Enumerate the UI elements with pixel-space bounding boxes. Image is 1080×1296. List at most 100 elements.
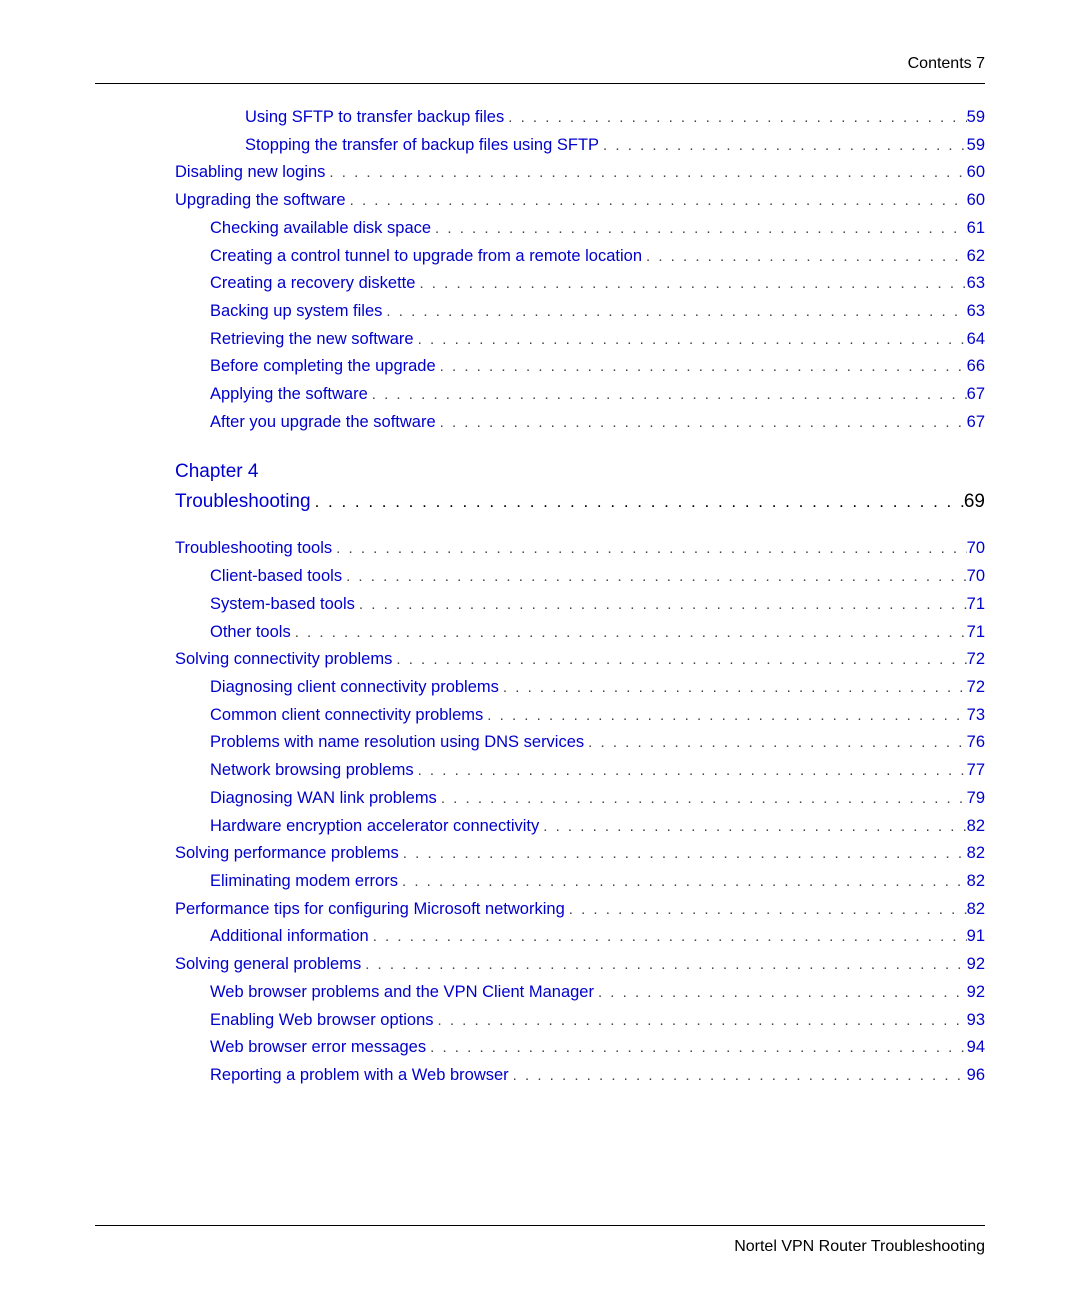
toc-entry-page[interactable]: 62 [967, 243, 985, 271]
footer-rule [95, 1225, 985, 1226]
toc-entry-title[interactable]: Performance tips for configuring Microso… [175, 896, 565, 924]
toc-entry-title[interactable]: Creating a recovery diskette [210, 270, 415, 298]
toc-entry: Solving performance problems 82 [95, 840, 985, 868]
toc-entry: Before completing the upgrade 66 [95, 353, 985, 381]
toc-entry-title[interactable]: Upgrading the software [175, 187, 346, 215]
toc-leader-dots [398, 869, 967, 894]
toc-entry: System-based tools 71 [95, 591, 985, 619]
toc-entry-page[interactable]: 72 [967, 674, 985, 702]
toc-entry: Creating a control tunnel to upgrade fro… [95, 243, 985, 271]
toc-entry-title[interactable]: Common client connectivity problems [210, 702, 483, 730]
toc-entry-title[interactable]: Solving general problems [175, 951, 361, 979]
toc-entry-title[interactable]: Stopping the transfer of backup files us… [245, 132, 599, 160]
table-of-contents: Using SFTP to transfer backup files 59 St… [95, 104, 985, 1090]
toc-entry-page[interactable]: 82 [967, 868, 985, 896]
toc-entry-page[interactable]: 92 [967, 951, 985, 979]
toc-entry: Troubleshooting tools 70 [95, 535, 985, 563]
toc-entry-title[interactable]: System-based tools [210, 591, 355, 619]
toc-entry-page[interactable]: 59 [967, 104, 985, 132]
toc-entry-title[interactable]: After you upgrade the software [210, 409, 436, 437]
toc-entry-page[interactable]: 92 [967, 979, 985, 1007]
toc-entry-page[interactable]: 96 [967, 1062, 985, 1090]
toc-entry-title[interactable]: Client-based tools [210, 563, 342, 591]
toc-entry-title[interactable]: Checking available disk space [210, 215, 431, 243]
toc-leader-dots [415, 271, 966, 296]
toc-entry: Hardware encryption accelerator connecti… [95, 813, 985, 841]
toc-entry-page[interactable]: 59 [967, 132, 985, 160]
toc-entry-title[interactable]: Reporting a problem with a Web browser [210, 1062, 509, 1090]
toc-entry-title[interactable]: Diagnosing client connectivity problems [210, 674, 499, 702]
header-rule [95, 83, 985, 84]
toc-entry: Upgrading the software 60 [95, 187, 985, 215]
toc-entry-page[interactable]: 71 [967, 619, 985, 647]
toc-leader-dots [499, 675, 967, 700]
toc-entry-title[interactable]: Hardware encryption accelerator connecti… [210, 813, 539, 841]
toc-entry-page[interactable]: 82 [967, 813, 985, 841]
toc-entry: Enabling Web browser options 93 [95, 1007, 985, 1035]
toc-leader-dots [437, 786, 967, 811]
toc-entry-title[interactable]: Additional information [210, 923, 369, 951]
toc-entry-page[interactable]: 82 [967, 840, 985, 868]
toc-entry-page[interactable]: 93 [967, 1007, 985, 1035]
toc-entry-page[interactable]: 73 [967, 702, 985, 730]
toc-entry: Retrieving the new software 64 [95, 326, 985, 354]
toc-entry-page[interactable]: 60 [967, 159, 985, 187]
toc-entry-page[interactable]: 70 [967, 563, 985, 591]
toc-entry-title[interactable]: Problems with name resolution using DNS … [210, 729, 584, 757]
toc-leader-dots [436, 410, 967, 435]
toc-entry-title[interactable]: Before completing the upgrade [210, 353, 436, 381]
toc-leader-dots [382, 299, 966, 324]
toc-entry-title[interactable]: Eliminating modem errors [210, 868, 398, 896]
toc-entry-title[interactable]: Enabling Web browser options [210, 1007, 434, 1035]
toc-entry-title[interactable]: Troubleshooting tools [175, 535, 332, 563]
chapter-label[interactable]: Chapter 4 [95, 457, 985, 487]
page-footer: Nortel VPN Router Troubleshooting [734, 1238, 985, 1256]
toc-entry-title[interactable]: Backing up system files [210, 298, 382, 326]
toc-leader-dots [483, 703, 966, 728]
page-header: Contents 7 [95, 55, 985, 73]
toc-entry-title[interactable]: Other tools [210, 619, 291, 647]
toc-leader-dots [642, 244, 967, 269]
toc-entry-title[interactable]: Retrieving the new software [210, 326, 414, 354]
toc-entry-page[interactable]: 79 [967, 785, 985, 813]
toc-entry: Disabling new logins 60 [95, 159, 985, 187]
toc-entry-page[interactable]: 94 [967, 1034, 985, 1062]
toc-entry-title[interactable]: Solving performance problems [175, 840, 399, 868]
toc-entry-page[interactable]: 82 [967, 896, 985, 924]
toc-leader-dots [368, 382, 967, 407]
toc-entry-title[interactable]: Web browser problems and the VPN Client … [210, 979, 594, 1007]
chapter-page-number[interactable]: 69 [964, 487, 985, 517]
toc-entry-page[interactable]: 91 [967, 923, 985, 951]
toc-entry-page[interactable]: 63 [967, 298, 985, 326]
toc-entry-page[interactable]: 66 [967, 353, 985, 381]
toc-leader-dots [414, 327, 967, 352]
toc-entry-page[interactable]: 70 [967, 535, 985, 563]
toc-leader-dots [599, 133, 967, 158]
toc-entry-title[interactable]: Network browsing problems [210, 757, 414, 785]
toc-entry-page[interactable]: 71 [967, 591, 985, 619]
toc-entry: Applying the software 67 [95, 381, 985, 409]
toc-entry: Web browser error messages 94 [95, 1034, 985, 1062]
toc-entry-title[interactable]: Solving connectivity problems [175, 646, 392, 674]
toc-entry-page[interactable]: 60 [967, 187, 985, 215]
document-page: Contents 7 Using SFTP to transfer backup… [0, 0, 1080, 1296]
toc-entry-page[interactable]: 77 [967, 757, 985, 785]
toc-entry: Problems with name resolution using DNS … [95, 729, 985, 757]
toc-entry-title[interactable]: Applying the software [210, 381, 368, 409]
toc-entry-page[interactable]: 72 [967, 646, 985, 674]
toc-entry-page[interactable]: 61 [967, 215, 985, 243]
toc-entry-title[interactable]: Disabling new logins [175, 159, 325, 187]
toc-entry-title[interactable]: Using SFTP to transfer backup files [245, 104, 504, 132]
toc-leader-dots [332, 536, 966, 561]
toc-entry-title[interactable]: Web browser error messages [210, 1034, 426, 1062]
toc-entry-page[interactable]: 67 [967, 409, 985, 437]
toc-leader-dots [355, 592, 967, 617]
toc-entry-title[interactable]: Diagnosing WAN link problems [210, 785, 437, 813]
toc-leader-dots [361, 952, 966, 977]
toc-entry-page[interactable]: 67 [967, 381, 985, 409]
toc-entry-page[interactable]: 64 [967, 326, 985, 354]
toc-entry-title[interactable]: Creating a control tunnel to upgrade fro… [210, 243, 642, 271]
chapter-title[interactable]: Troubleshooting [175, 487, 311, 517]
toc-entry-page[interactable]: 76 [967, 729, 985, 757]
toc-entry-page[interactable]: 63 [967, 270, 985, 298]
